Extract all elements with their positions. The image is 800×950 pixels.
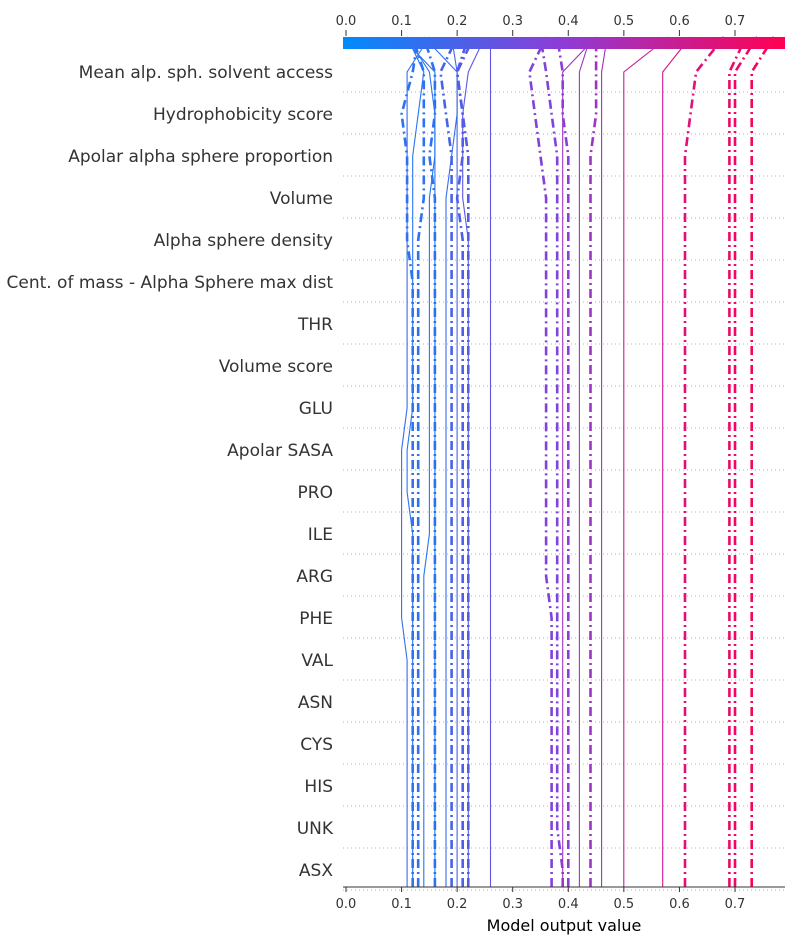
series-line — [451, 36, 458, 887]
feature-label: ASX — [299, 861, 333, 881]
bottom-tick-label: 0.6 — [669, 897, 690, 912]
series-line — [578, 36, 592, 887]
series-line — [528, 36, 553, 887]
series-line — [539, 36, 564, 887]
series-line — [555, 36, 570, 887]
feature-label: Volume score — [219, 357, 333, 377]
series-line — [462, 36, 486, 887]
feature-labels: Mean alp. sph. solvent access Hydrophobic… — [6, 63, 333, 881]
series-line — [733, 36, 759, 887]
series-line — [406, 36, 425, 887]
feature-label: Alpha sphere density — [154, 231, 333, 251]
top-tick-label: 0.5 — [614, 14, 635, 29]
series-line — [455, 36, 470, 887]
top-tick-label: 0.6 — [669, 14, 690, 29]
bottom-tick-label: 0.0 — [336, 897, 357, 912]
series-line — [750, 36, 775, 887]
top-tick-label: 0.2 — [447, 14, 468, 29]
series-line — [411, 36, 426, 887]
top-tick-label: 0.0 — [336, 14, 357, 29]
bottom-axis-ticks: 0.0 0.1 0.2 0.3 0.4 0.5 0.6 0.7 — [336, 887, 746, 912]
feature-label: Apolar SASA — [227, 441, 333, 461]
feature-label: ASN — [298, 693, 333, 713]
series-line — [562, 36, 597, 887]
feature-label: HIS — [304, 777, 333, 797]
top-axis-ticks: 0.0 0.1 0.2 0.3 0.4 0.5 0.6 0.7 — [336, 14, 746, 36]
series-line — [728, 36, 748, 887]
bottom-tick-label: 0.7 — [725, 897, 746, 912]
bottom-tick-label: 0.4 — [558, 897, 579, 912]
bottom-tick-label: 0.5 — [614, 897, 635, 912]
bottom-tick-label: 0.3 — [502, 897, 523, 912]
feature-label: Mean alp. sph. solvent access — [79, 63, 333, 83]
feature-label: Apolar alpha sphere proportion — [68, 147, 333, 167]
bottom-tick-label: 0.1 — [391, 897, 412, 912]
series-line — [662, 36, 691, 887]
gridlines — [343, 91, 785, 891]
bottom-tick-label: 0.2 — [447, 897, 468, 912]
series-line — [589, 37, 598, 887]
feature-label: UNK — [297, 819, 334, 839]
series-line — [401, 36, 430, 887]
feature-label: Volume — [270, 189, 333, 209]
x-axis-label: Model output value — [487, 916, 642, 935]
feature-label: CYS — [300, 735, 333, 755]
series-line — [423, 36, 458, 887]
series-line — [439, 36, 459, 887]
top-tick-label: 0.1 — [391, 14, 412, 29]
series-line — [400, 36, 420, 887]
feature-label: ILE — [308, 525, 333, 545]
feature-label: PHE — [299, 609, 333, 629]
feature-label: PRO — [298, 483, 333, 503]
colorbar — [343, 37, 785, 49]
top-tick-label: 0.4 — [558, 14, 579, 29]
series-line — [401, 36, 436, 887]
feature-label: Hydrophobicity score — [153, 105, 333, 125]
feature-label: ARG — [296, 567, 333, 587]
feature-label: Cent. of mass - Alpha Sphere max dist — [6, 273, 333, 293]
series-lines — [400, 36, 775, 887]
series-line — [683, 36, 725, 887]
feature-label: VAL — [301, 651, 333, 671]
series-line — [455, 36, 475, 887]
feature-label: GLU — [299, 399, 333, 419]
top-tick-label: 0.7 — [725, 14, 746, 29]
series-line — [623, 36, 669, 887]
feature-label: THR — [297, 315, 333, 335]
series-line — [601, 36, 608, 887]
top-tick-label: 0.3 — [502, 14, 523, 29]
